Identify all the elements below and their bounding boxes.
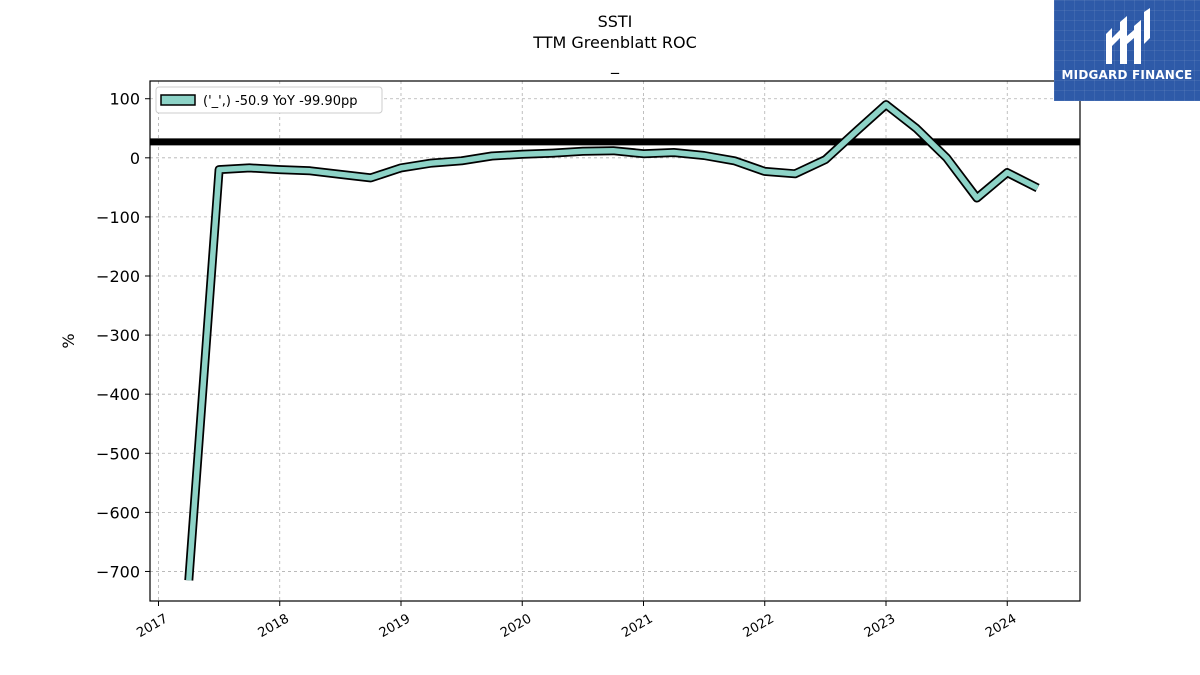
x-tick-label: 2023 [862, 611, 898, 641]
midgard-logo-icon [1106, 8, 1150, 64]
series-layer [184, 100, 1040, 581]
logo-text: MIDGARD FINANCE [1061, 68, 1193, 82]
chart-subtitle-2: _ [610, 55, 620, 75]
x-tick-label: 2021 [619, 611, 655, 641]
y-tick-label: −100 [96, 208, 140, 227]
chart-title: SSTI [598, 12, 633, 31]
y-tick-label: 100 [109, 90, 140, 109]
y-tick-label: 0 [130, 149, 140, 168]
legend-swatch [160, 94, 196, 106]
y-tick-label: −300 [96, 326, 140, 345]
y-tick-label: −600 [96, 503, 140, 522]
x-tick-label: 2022 [741, 611, 777, 641]
legend: ('_',) -50.9 YoY -99.90pp [155, 86, 383, 114]
legend-label: ('_',) -50.9 YoY -99.90pp [203, 94, 357, 109]
x-tick-label: 2019 [377, 611, 413, 641]
x-axis: 2017 2018 2019 2020 2021 2022 2023 2024 [134, 601, 1019, 641]
x-tick-label: 2024 [983, 611, 1019, 641]
x-tick-label: 2018 [256, 611, 292, 641]
chart-subtitle: TTM Greenblatt ROC [532, 33, 697, 52]
y-axis-label: % [59, 333, 78, 348]
y-tick-label: −500 [96, 444, 140, 463]
y-tick-label: −700 [96, 562, 140, 581]
grid [150, 81, 1080, 601]
y-tick-label: −400 [96, 385, 140, 404]
brand-logo: MIDGARD FINANCE [1054, 0, 1200, 101]
y-tick-label: −200 [96, 267, 140, 286]
x-tick-label: 2020 [498, 611, 534, 641]
x-tick-label: 2017 [134, 611, 170, 641]
series-line [186, 101, 1039, 581]
plot-frame [149, 80, 1081, 602]
y-axis: 100 0 −100 −200 −300 −400 −500 −600 −700 [96, 90, 150, 581]
series-line-outline [184, 100, 1040, 581]
legend-box [155, 86, 383, 114]
